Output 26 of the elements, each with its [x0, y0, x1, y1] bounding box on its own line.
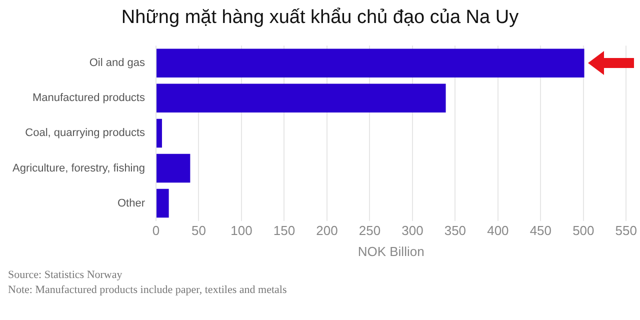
bar — [156, 84, 446, 113]
source-note: Source: Statistics Norway — [8, 268, 124, 283]
y-tick-label: Other — [117, 197, 146, 210]
bar — [156, 188, 169, 218]
bar — [156, 118, 162, 148]
y-tick-label: Agriculture, forestry, fishing — [12, 162, 145, 174]
x-tick-label: 300 — [402, 223, 424, 238]
bar — [156, 48, 584, 78]
x-tick-label: 450 — [530, 223, 552, 238]
x-axis-title: NOK Billion — [358, 244, 424, 259]
x-tick-label: 550 — [615, 223, 638, 238]
x-tick-label: 100 — [230, 223, 252, 238]
x-tick-label: 500 — [572, 223, 594, 238]
x-tick-label: 150 — [273, 223, 296, 238]
x-tick-label: 250 — [358, 223, 381, 238]
chart-title: Những mặt hàng xuất khẩu chủ đạo của Na Uy — [120, 6, 520, 30]
text: Note: Manufactured products include paper, textiles and metals — [8, 283, 287, 298]
x-tick-label: 200 — [316, 223, 338, 238]
x-tick-label: 400 — [487, 223, 509, 238]
x-tick-label: 350 — [444, 223, 466, 238]
x-tick-label: 0 — [152, 223, 160, 238]
y-tick-label: Oil and gas — [89, 57, 146, 70]
bar — [156, 154, 190, 183]
y-tick-label: Coal, quarrying products — [25, 127, 146, 140]
y-tick-label: Manufactured products — [32, 92, 146, 104]
x-tick-label: 50 — [192, 223, 206, 238]
